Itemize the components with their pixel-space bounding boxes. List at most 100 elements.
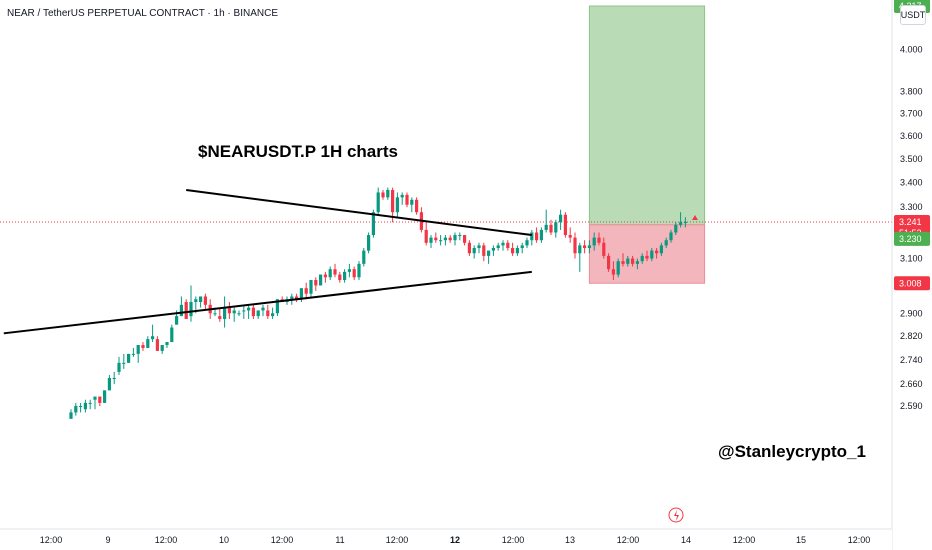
candle-body[interactable] bbox=[381, 192, 385, 198]
candle-body[interactable] bbox=[472, 248, 476, 254]
candle-body[interactable] bbox=[491, 248, 495, 251]
candle-body[interactable] bbox=[266, 310, 270, 317]
candle-body[interactable] bbox=[213, 313, 217, 315]
candle-body[interactable] bbox=[559, 214, 563, 223]
candle-body[interactable] bbox=[549, 224, 553, 233]
candle-body[interactable] bbox=[602, 242, 606, 256]
candle-body[interactable] bbox=[563, 214, 567, 236]
candle-body[interactable] bbox=[535, 232, 539, 241]
profit-zone[interactable] bbox=[588, 5, 706, 226]
candle-body[interactable] bbox=[314, 279, 318, 286]
candle-body[interactable] bbox=[223, 307, 227, 319]
candle-body[interactable] bbox=[525, 240, 529, 246]
candle-body[interactable] bbox=[127, 353, 131, 363]
candle-body[interactable] bbox=[352, 269, 356, 278]
candle-body[interactable] bbox=[343, 271, 347, 280]
candle-body[interactable] bbox=[362, 250, 366, 264]
candle-body[interactable] bbox=[626, 258, 630, 264]
candle-body[interactable] bbox=[232, 310, 236, 314]
candle-body[interactable] bbox=[319, 274, 323, 286]
candle-body[interactable] bbox=[487, 250, 491, 256]
candle-body[interactable] bbox=[160, 345, 164, 351]
candle-body[interactable] bbox=[467, 242, 471, 254]
candle-body[interactable] bbox=[496, 245, 500, 249]
candle-body[interactable] bbox=[554, 222, 558, 233]
candle-body[interactable] bbox=[179, 304, 183, 317]
candle-body[interactable] bbox=[573, 237, 577, 254]
candle-body[interactable] bbox=[256, 310, 260, 317]
candle-body[interactable] bbox=[515, 248, 519, 254]
candle-body[interactable] bbox=[299, 288, 303, 300]
candle-body[interactable] bbox=[650, 250, 654, 259]
candle-body[interactable] bbox=[448, 237, 452, 241]
candle-body[interactable] bbox=[357, 263, 361, 278]
candle-body[interactable] bbox=[371, 212, 375, 236]
candle-body[interactable] bbox=[631, 258, 635, 264]
candle-body[interactable] bbox=[463, 235, 467, 243]
candle-body[interactable] bbox=[367, 235, 371, 251]
candle-body[interactable] bbox=[482, 245, 486, 256]
candle-body[interactable] bbox=[424, 229, 428, 243]
time-axis[interactable] bbox=[0, 529, 892, 550]
candle-body[interactable] bbox=[400, 194, 404, 198]
candle-body[interactable] bbox=[645, 255, 649, 259]
candle-body[interactable] bbox=[669, 232, 673, 241]
candle-body[interactable] bbox=[607, 255, 611, 270]
candle-body[interactable] bbox=[271, 313, 275, 317]
candle-body[interactable] bbox=[83, 402, 87, 410]
candle-body[interactable] bbox=[458, 235, 462, 237]
candle-body[interactable] bbox=[203, 296, 207, 305]
candle-body[interactable] bbox=[189, 302, 193, 317]
candle-body[interactable] bbox=[290, 296, 294, 300]
candle-body[interactable] bbox=[103, 390, 107, 403]
candle-body[interactable] bbox=[415, 199, 419, 213]
candle-body[interactable] bbox=[88, 402, 92, 404]
candle-body[interactable] bbox=[261, 307, 265, 311]
candle-body[interactable] bbox=[237, 313, 241, 315]
candle-body[interactable] bbox=[635, 261, 639, 264]
candle-body[interactable] bbox=[112, 378, 116, 380]
candle-body[interactable] bbox=[333, 269, 337, 275]
candle-body[interactable] bbox=[530, 232, 534, 241]
candle-body[interactable] bbox=[275, 299, 279, 314]
candle-body[interactable] bbox=[199, 296, 203, 303]
candle-body[interactable] bbox=[477, 245, 481, 249]
candle-body[interactable] bbox=[295, 296, 299, 300]
candle-body[interactable] bbox=[674, 224, 678, 233]
candle-body[interactable] bbox=[338, 274, 342, 280]
candle-body[interactable] bbox=[227, 307, 231, 314]
candle-body[interactable] bbox=[141, 345, 145, 348]
candle-body[interactable] bbox=[155, 339, 159, 351]
candle-body[interactable] bbox=[611, 269, 615, 275]
candle-body[interactable] bbox=[107, 378, 111, 391]
candle-body[interactable] bbox=[434, 237, 438, 241]
candle-body[interactable] bbox=[175, 316, 179, 325]
candle-body[interactable] bbox=[568, 235, 572, 238]
candle-body[interactable] bbox=[251, 307, 255, 317]
candle-body[interactable] bbox=[376, 192, 380, 213]
candle-body[interactable] bbox=[659, 245, 663, 254]
candle-body[interactable] bbox=[616, 261, 620, 275]
candle-body[interactable] bbox=[347, 269, 351, 272]
candle-body[interactable] bbox=[640, 255, 644, 262]
candle-body[interactable] bbox=[501, 242, 505, 246]
candle-body[interactable] bbox=[587, 245, 591, 249]
candle-body[interactable] bbox=[439, 240, 443, 242]
candle-body[interactable] bbox=[136, 345, 140, 354]
candle-body[interactable] bbox=[79, 406, 83, 408]
candle-body[interactable] bbox=[247, 307, 251, 311]
trendline-upper[interactable] bbox=[186, 189, 532, 237]
trendline-lower[interactable] bbox=[3, 270, 532, 335]
candle-body[interactable] bbox=[69, 412, 73, 419]
candle-body[interactable] bbox=[405, 194, 409, 205]
candle-body[interactable] bbox=[679, 222, 683, 225]
candle-body[interactable] bbox=[583, 245, 587, 249]
candle-body[interactable] bbox=[511, 248, 515, 254]
candle-body[interactable] bbox=[597, 237, 601, 243]
candle-body[interactable] bbox=[410, 199, 414, 205]
candle-body[interactable] bbox=[242, 310, 246, 312]
candle-body[interactable] bbox=[309, 279, 313, 294]
candle-body[interactable] bbox=[386, 190, 390, 198]
